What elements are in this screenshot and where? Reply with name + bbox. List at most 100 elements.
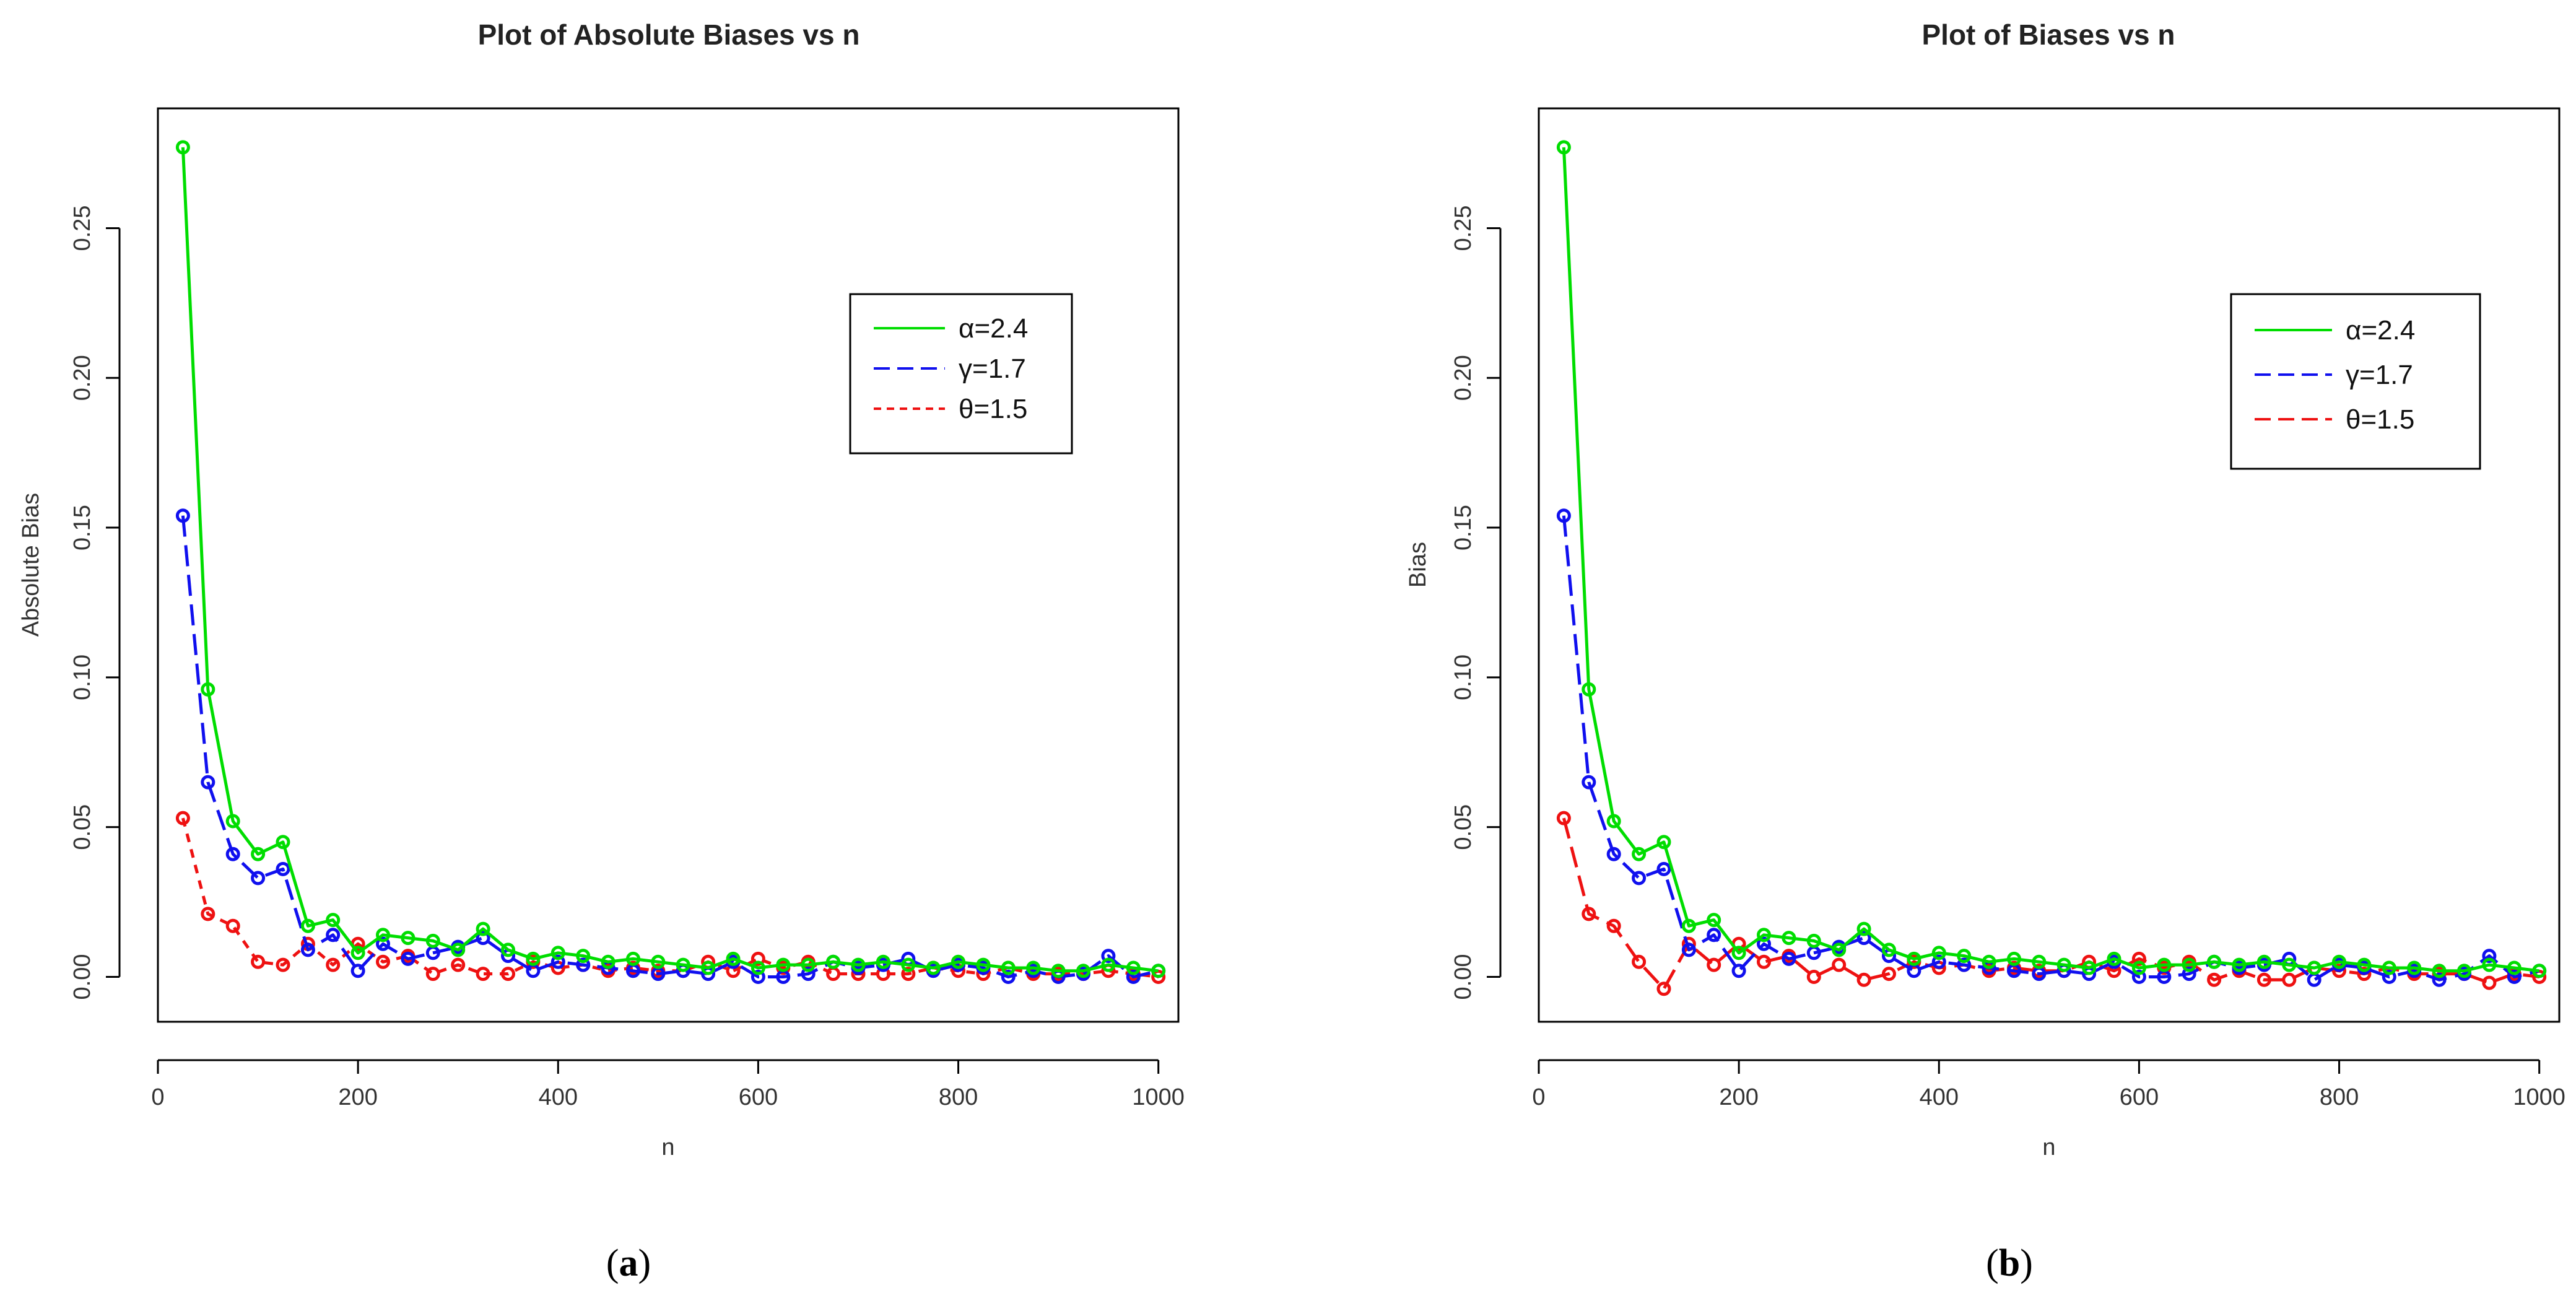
plot-area (1556, 140, 2547, 996)
x-axis: 0 200 400 600 800 1000 (1532, 1059, 2565, 1110)
data-point-gamma (1707, 928, 1721, 942)
data-point-alpha (2482, 957, 2497, 972)
data-point-theta (1151, 970, 1166, 984)
data-point-alpha (1982, 954, 1996, 969)
legend: α=2.4 γ=1.7 θ=1.5 (849, 293, 1073, 455)
series-theta (175, 811, 1166, 984)
y-tick-label: 0.10 (69, 655, 95, 700)
data-point-alpha (1856, 921, 1871, 936)
data-point-alpha (2131, 960, 2146, 975)
x-tick-label: 600 (2120, 1084, 2159, 1110)
legend-entry-theta: θ=1.5 (2255, 404, 2414, 435)
data-point-alpha (2282, 957, 2297, 972)
legend-label: α=2.4 (959, 313, 1028, 344)
data-point-gamma (276, 861, 290, 876)
data-point-theta (1806, 970, 1821, 984)
data-point-alpha (1051, 964, 1066, 978)
data-point-theta (451, 957, 466, 972)
data-point-gamma (300, 942, 315, 957)
data-point-gamma (1126, 970, 1141, 984)
data-point-gamma (2432, 972, 2447, 987)
data-point-theta (1556, 811, 1571, 825)
y-tick-label: 0.20 (69, 355, 95, 401)
data-point-theta (276, 957, 290, 972)
series-line-alpha (181, 147, 1159, 973)
data-point-gamma (401, 951, 416, 966)
data-point-alpha (175, 140, 190, 155)
data-point-alpha (425, 933, 440, 948)
chart-title: Plot of Absolute Biases vs n (478, 19, 860, 51)
legend-entry-alpha: α=2.4 (874, 313, 1028, 344)
legend: α=2.4 γ=1.7 θ=1.5 (2230, 293, 2481, 470)
data-point-alpha (601, 954, 616, 969)
data-point-gamma (1856, 931, 1871, 946)
data-point-alpha (751, 960, 765, 975)
y-axis-label: Absolute Bias (18, 493, 44, 637)
data-point-alpha (2056, 957, 2071, 972)
data-point-gamma (2182, 967, 2196, 982)
caption-close: ) (2020, 1242, 2033, 1284)
data-point-theta (501, 967, 515, 982)
data-point-gamma (801, 967, 816, 982)
legend-entry-gamma: γ=1.7 (874, 354, 1026, 384)
legend-entry-theta: θ=1.5 (874, 394, 1027, 424)
data-point-gamma (2131, 970, 2146, 984)
data-point-alpha (451, 942, 466, 957)
series-line-alpha (1562, 147, 2539, 973)
data-point-alpha (1907, 951, 1921, 966)
data-point-gamma (350, 964, 365, 978)
data-point-alpha (2332, 954, 2346, 969)
data-point-theta (251, 954, 266, 969)
data-point-gamma (1782, 951, 1796, 966)
data-point-gamma (2482, 949, 2497, 964)
data-point-alpha (926, 960, 941, 975)
data-point-alpha (1632, 847, 1647, 861)
data-point-alpha (2207, 954, 2222, 969)
data-point-alpha (300, 918, 315, 933)
data-point-theta (2357, 967, 2372, 982)
data-point-alpha (1681, 918, 1696, 933)
data-point-alpha (776, 957, 791, 972)
data-point-theta (1856, 972, 1871, 987)
data-point-alpha (1582, 682, 1596, 697)
x-tick-label: 0 (151, 1084, 164, 1110)
legend-label: γ=1.7 (2346, 360, 2413, 390)
series-line-theta (181, 817, 1159, 978)
data-point-alpha (1026, 960, 1041, 975)
series-alpha (175, 140, 1166, 978)
data-point-alpha (876, 954, 890, 969)
legend-entry-gamma: γ=1.7 (2255, 360, 2413, 390)
data-point-alpha (2007, 951, 2021, 966)
data-point-gamma (2307, 972, 2321, 987)
caption-open: ( (606, 1242, 619, 1284)
x-tick-label: 800 (2320, 1084, 2359, 1110)
data-point-theta (1882, 967, 1896, 982)
data-point-alpha (401, 931, 416, 946)
data-point-alpha (976, 957, 991, 972)
data-point-theta (1707, 957, 1721, 972)
data-point-alpha (2382, 960, 2396, 975)
data-point-alpha (1757, 928, 1771, 942)
data-point-alpha (1882, 942, 1896, 957)
data-point-alpha (1001, 960, 1016, 975)
data-point-theta (326, 957, 341, 972)
data-point-alpha (2157, 957, 2172, 972)
data-point-alpha (526, 951, 541, 966)
data-point-theta (2256, 972, 2271, 987)
data-point-alpha (1656, 835, 1671, 850)
data-point-gamma (1681, 942, 1696, 957)
data-point-alpha (1126, 960, 1141, 975)
data-point-alpha (2307, 960, 2321, 975)
data-point-alpha (201, 682, 215, 697)
data-point-alpha (1806, 933, 1821, 948)
data-point-alpha (1606, 814, 1621, 829)
data-point-alpha (2107, 951, 2121, 966)
data-point-alpha (276, 835, 290, 850)
x-tick-label: 200 (1719, 1084, 1758, 1110)
data-point-alpha (326, 913, 341, 928)
data-point-alpha (851, 957, 866, 972)
data-point-alpha (2082, 960, 2097, 975)
data-point-theta (1632, 954, 1647, 969)
data-point-theta (225, 918, 240, 933)
panel-caption: (a) (606, 1242, 651, 1284)
